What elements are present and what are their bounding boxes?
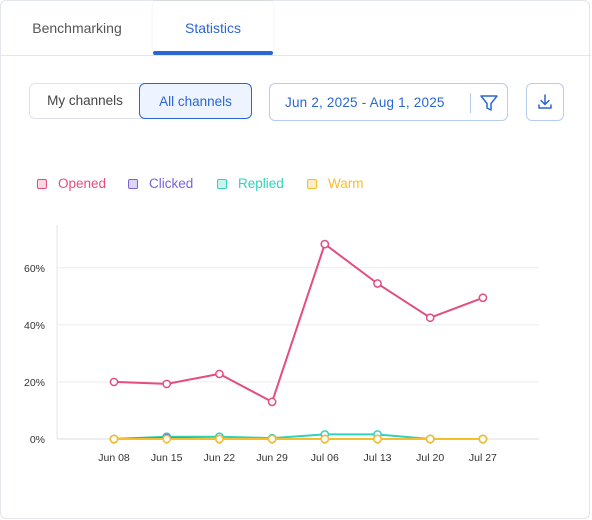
legend-label-replied: Replied <box>238 176 284 191</box>
data-point-opened <box>373 279 382 288</box>
date-range-divider <box>470 93 471 113</box>
x-tick-label: Jul 20 <box>416 452 444 464</box>
data-point-opened <box>267 397 277 407</box>
tab-statistics[interactable]: Statistics <box>153 1 273 55</box>
y-tick-label: 60% <box>24 263 45 275</box>
x-tick-label: Jul 13 <box>363 452 391 464</box>
data-point-opened <box>162 379 172 389</box>
legend-swatch-replied <box>217 179 227 189</box>
tab-benchmarking[interactable]: Benchmarking <box>32 20 122 36</box>
y-tick-label: 20% <box>24 377 45 389</box>
data-point-warm <box>373 434 382 444</box>
data-point-warm <box>215 434 224 444</box>
data-point-warm <box>320 434 330 444</box>
x-tick-label: Jul 27 <box>469 452 497 464</box>
legend-swatch-warm <box>307 179 317 189</box>
date-range-picker[interactable]: Jun 2, 2025 - Aug 1, 2025 <box>269 83 508 121</box>
channel-toggle: My channels All channels <box>29 83 252 119</box>
x-tick-label: Jun 15 <box>151 452 183 464</box>
tab-bar: Benchmarking Statistics <box>1 1 591 56</box>
download-button[interactable] <box>526 83 564 121</box>
data-point-warm <box>267 434 277 444</box>
x-tick-label: Jul 06 <box>311 452 339 464</box>
legend-label-opened: Opened <box>58 176 107 191</box>
legend-label-warm: Warm <box>328 176 364 191</box>
data-point-opened <box>215 369 224 379</box>
y-tick-label: 0% <box>30 434 45 446</box>
data-point-warm <box>162 434 172 444</box>
data-point-warm <box>478 434 488 444</box>
data-point-opened <box>425 313 435 323</box>
my-channels-button[interactable]: My channels <box>47 93 123 108</box>
legend-swatch-opened <box>37 179 47 189</box>
date-range-label: Jun 2, 2025 - Aug 1, 2025 <box>285 95 445 110</box>
filter-icon[interactable] <box>478 92 500 114</box>
series-line-opened <box>113 243 484 403</box>
legend-label-clicked: Clicked <box>149 176 194 191</box>
statistics-line-chart: 0% 20% 40% 60% Jun 08 Jun 15 Jun 22 Jun 29 Jul 0… <box>24 225 539 464</box>
y-tick-label: 40% <box>24 320 45 332</box>
data-point-opened <box>320 239 330 249</box>
x-tick-label: Jun 22 <box>204 452 236 464</box>
x-tick-label: Jun 29 <box>256 452 288 464</box>
data-point-warm <box>109 434 119 444</box>
data-point-warm <box>425 434 435 444</box>
data-point-opened <box>478 293 488 303</box>
download-icon <box>538 94 552 109</box>
x-tick-label: Jun 08 <box>98 452 130 464</box>
all-channels-button[interactable]: All channels <box>139 83 252 119</box>
data-point-opened <box>109 377 119 387</box>
legend-swatch-clicked <box>128 179 138 189</box>
